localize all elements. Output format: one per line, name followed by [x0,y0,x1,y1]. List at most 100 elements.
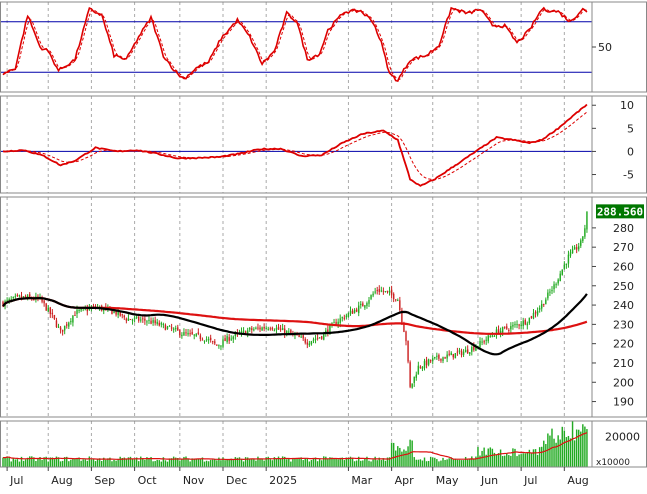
candle-body [512,324,514,327]
volume-bar [304,458,306,467]
candle-body [216,344,218,346]
price-candle [127,314,130,321]
candle-body [370,295,372,299]
price-candle [506,323,508,330]
volume-bar [105,459,107,467]
price-candle [57,323,60,329]
candle-body [74,314,76,316]
volume-bar [187,459,189,467]
price-candle [271,326,274,331]
volume-bar [170,458,173,467]
price-candle [86,304,89,316]
candle-body [411,383,413,388]
volume-bar [45,456,47,467]
volume-bar [302,460,304,467]
candle-body [335,321,337,325]
volume-bar [16,459,19,467]
price-candle [316,333,319,341]
volume-bar [310,459,313,467]
price-candle [555,282,557,289]
candle-body [288,331,290,333]
candle-body [425,359,428,366]
price-candle [384,290,387,293]
candle-body [524,319,526,325]
volume-bar [487,448,489,467]
price-candle [473,342,475,352]
price-tick-label: 210 [613,357,634,370]
candle-body [12,296,15,299]
candle-body [372,293,374,296]
price-candle [538,305,541,313]
volume-bar [232,460,235,467]
candle-body [158,322,160,326]
volume-bar [536,454,539,467]
candle-body [45,303,47,311]
candle-body [386,290,389,292]
price-candle [362,301,364,307]
candle-body [283,328,286,335]
candle-body [436,355,438,357]
candle-body [573,247,576,250]
volume-bar [382,458,385,467]
price-candle [481,337,483,346]
volume-bar [119,456,121,467]
candle-body [228,337,230,341]
candle-body [366,303,368,307]
price-tick-label: 250 [613,280,634,293]
price-candle [47,305,49,313]
volume-bar [152,461,154,467]
volume-bar [557,435,559,467]
candle-body [522,320,524,326]
month-label: Dec [226,474,247,487]
volume-bar [43,457,45,467]
price-candle [456,347,459,356]
volume-bar [503,455,506,467]
candle-body [347,313,350,317]
price-candle [471,345,473,356]
candle-body [452,353,455,358]
price-candle [575,243,578,254]
price-candle [376,286,378,295]
price-candle [516,320,518,329]
candle-body [323,332,325,340]
volume-bar [92,458,95,467]
volume-bar [446,459,448,467]
volume-bar [273,457,276,467]
price-candle [209,334,212,343]
volume-bar [565,437,568,467]
candle-body [487,335,489,342]
price-tick-label: 260 [613,260,634,273]
candle-body [127,318,130,321]
volume-bar [47,461,49,467]
price-candle [395,299,397,302]
candle-body [70,321,72,323]
volume-bar [362,460,364,467]
price-candle [499,327,502,338]
volume-bar [234,457,237,467]
price-candle [485,336,487,345]
price-candle [524,318,526,326]
candle-body [117,310,119,315]
price-candle [368,296,370,307]
volume-bar [403,449,405,467]
price-candle [152,317,154,326]
candle-body [499,330,502,335]
candle-body [261,327,263,331]
price-candle [526,321,529,330]
volume-bar [450,457,452,467]
candle-body [316,337,319,339]
volume-bar [466,459,469,467]
volume-bar [320,460,323,467]
candle-body [569,252,572,256]
price-candle [547,289,549,301]
candle-body [84,308,86,310]
candle-body [177,327,179,331]
month-label: Jul [523,474,537,487]
volume-bar [195,459,197,467]
candle-body [226,336,228,342]
volume-bar [259,459,261,467]
candle-body [553,284,555,290]
macd-main-line [2,103,588,187]
candle-body [150,320,152,324]
candle-body [29,294,31,298]
